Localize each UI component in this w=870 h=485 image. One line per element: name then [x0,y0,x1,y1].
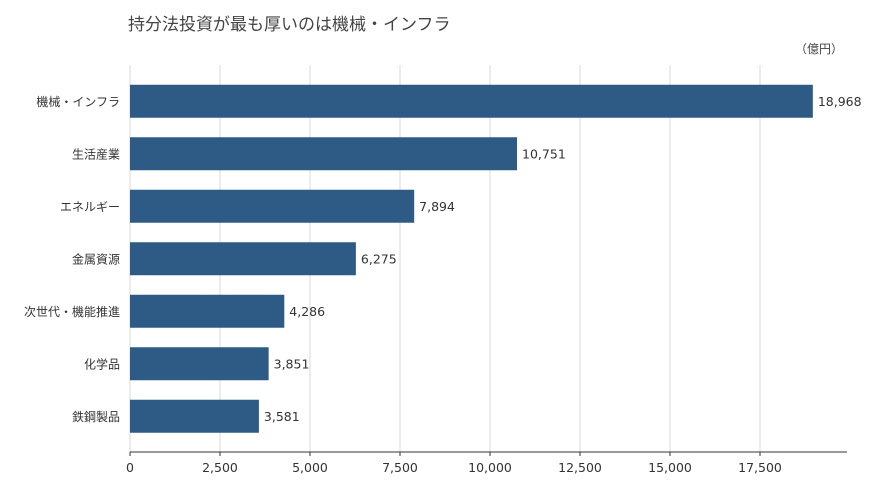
category-label: 機械・インフラ [36,94,120,109]
bar [130,347,269,381]
value-label: 3,851 [274,356,310,371]
value-label: 10,751 [522,146,566,161]
x-tick-label: 7,500 [382,460,418,475]
x-tick-label: 17,500 [738,460,782,475]
x-tick-label: 12,500 [558,460,602,475]
x-tick-label: 5,000 [292,460,328,475]
x-tick-label: 10,000 [468,460,512,475]
x-tick-label: 2,500 [202,460,238,475]
bar [130,242,356,276]
value-label: 3,581 [264,409,300,424]
category-label: 次世代・機能推進 [24,304,120,319]
value-label: 18,968 [818,94,862,109]
category-label: エネルギー [60,200,120,214]
bar [130,84,813,118]
value-label: 7,894 [419,199,455,214]
category-label: 鉄鋼製品 [72,409,120,424]
value-label: 6,275 [361,251,397,266]
bar [130,189,415,223]
category-label: 生活産業 [72,146,120,161]
bar [130,137,518,171]
bar [130,399,259,433]
unit-label: （億円） [795,42,844,56]
category-label: 化学品 [84,356,120,371]
category-label: 金属資源 [72,251,120,266]
value-label: 4,286 [289,304,325,319]
x-tick-label: 0 [126,460,134,475]
chart-title: 持分法投資が最も厚いのは機械・インフラ [128,15,451,35]
x-tick-label: 15,000 [648,460,692,475]
bar [130,294,285,328]
